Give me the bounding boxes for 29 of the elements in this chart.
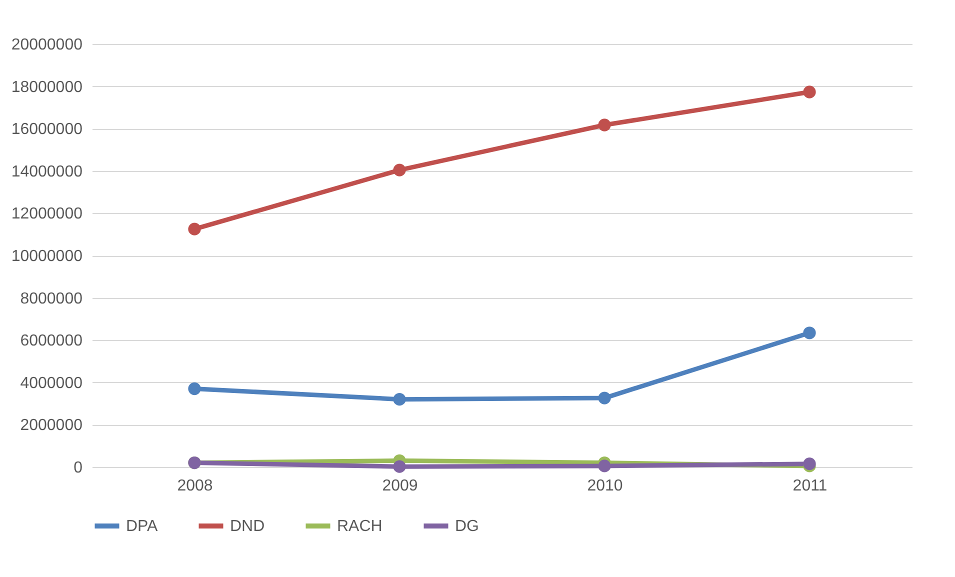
y-tick-label: 2000000	[20, 417, 83, 434]
y-tick-label: 14000000	[11, 163, 83, 180]
y-tick-label: 10000000	[11, 248, 83, 265]
y-tick-label: 16000000	[11, 121, 83, 138]
point	[598, 460, 611, 472]
y-tick-label: 0	[74, 460, 83, 476]
point	[803, 326, 816, 340]
legend-label: RACH	[337, 518, 382, 535]
point	[393, 393, 406, 406]
y-tick-label: 18000000	[11, 78, 83, 96]
point	[188, 222, 201, 236]
y-tick-label: 20000000	[11, 36, 83, 54]
point	[598, 392, 611, 404]
point	[393, 164, 406, 176]
y-tick-label: 8000000	[20, 290, 83, 308]
x-tick-label: 2009	[382, 478, 418, 494]
point	[598, 118, 611, 132]
x-tick-label: 2010	[587, 478, 623, 494]
x-tick-label: 2008	[177, 478, 213, 494]
x-tick-label: 2011	[792, 478, 828, 494]
legend-label: DG	[455, 518, 479, 535]
y-tick-label: 4000000	[20, 374, 83, 392]
point	[393, 460, 406, 473]
legend-label: DPA	[126, 518, 158, 535]
y-tick-label: 6000000	[20, 332, 83, 350]
y-tick-label: 12000000	[11, 206, 83, 223]
point	[803, 86, 816, 98]
point	[188, 382, 201, 396]
legend-label: DND	[230, 518, 265, 535]
